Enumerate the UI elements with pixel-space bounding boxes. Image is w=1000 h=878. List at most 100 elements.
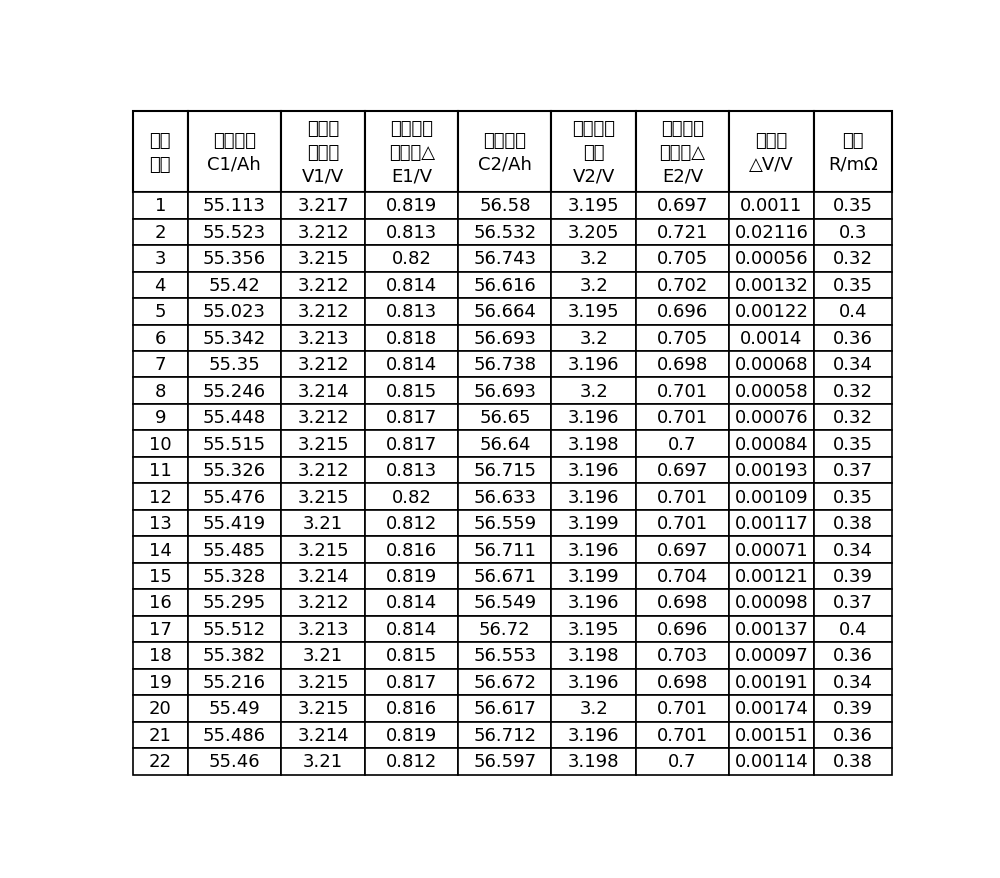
Bar	[365, 112, 458, 193]
Bar	[458, 695, 551, 722]
Text: 0.35: 0.35	[833, 198, 873, 215]
Text: 55.512: 55.512	[203, 620, 266, 638]
Text: 3.21: 3.21	[303, 752, 343, 770]
Text: 0.705: 0.705	[657, 329, 708, 348]
Text: 0.00132: 0.00132	[735, 277, 808, 294]
Text: 0.819: 0.819	[386, 567, 438, 586]
Bar	[551, 299, 636, 325]
Bar	[814, 325, 892, 351]
Text: 0.00068: 0.00068	[735, 356, 808, 374]
Text: 0.00151: 0.00151	[735, 726, 808, 744]
Text: 56.64: 56.64	[479, 435, 531, 453]
Bar	[551, 351, 636, 378]
Text: 55.523: 55.523	[203, 224, 266, 241]
Text: 0.813: 0.813	[386, 224, 438, 241]
Bar	[551, 325, 636, 351]
Bar	[551, 457, 636, 484]
Text: 55.295: 55.295	[203, 594, 266, 612]
Bar	[188, 616, 281, 643]
Bar	[551, 431, 636, 457]
Bar	[281, 669, 365, 695]
Bar	[636, 351, 729, 378]
Bar	[814, 220, 892, 246]
Text: 10: 10	[149, 435, 172, 453]
Text: 3.195: 3.195	[568, 303, 620, 321]
Text: 3.195: 3.195	[568, 620, 620, 638]
Bar	[281, 325, 365, 351]
Bar	[636, 616, 729, 643]
Text: 3.214: 3.214	[297, 382, 349, 400]
Text: 3.215: 3.215	[297, 488, 349, 506]
Bar	[188, 484, 281, 510]
Bar	[188, 299, 281, 325]
Text: 13: 13	[149, 515, 172, 532]
Bar	[188, 325, 281, 351]
Text: 0.00084: 0.00084	[735, 435, 808, 453]
Bar	[636, 695, 729, 722]
Text: 3.2: 3.2	[579, 277, 608, 294]
Bar	[458, 722, 551, 748]
Bar	[458, 112, 551, 193]
Text: 6: 6	[155, 329, 166, 348]
Text: 0.703: 0.703	[657, 647, 708, 665]
Bar	[281, 351, 365, 378]
Bar	[458, 616, 551, 643]
Text: 0.37: 0.37	[833, 594, 873, 612]
Bar	[365, 299, 458, 325]
Bar	[365, 325, 458, 351]
Text: 0.701: 0.701	[657, 515, 708, 532]
Bar	[636, 536, 729, 563]
Bar	[133, 536, 188, 563]
Bar	[636, 220, 729, 246]
Bar	[133, 510, 188, 536]
Bar	[551, 616, 636, 643]
Text: 3.21: 3.21	[303, 647, 343, 665]
Bar	[458, 405, 551, 431]
Text: 3.196: 3.196	[568, 673, 619, 691]
Text: 0.35: 0.35	[833, 277, 873, 294]
Bar	[729, 220, 814, 246]
Text: 56.532: 56.532	[473, 224, 536, 241]
Bar	[814, 695, 892, 722]
Bar	[281, 112, 365, 193]
Text: 电压降
△V/V: 电压降 △V/V	[749, 132, 794, 173]
Text: 3.215: 3.215	[297, 250, 349, 268]
Text: 3.199: 3.199	[568, 567, 620, 586]
Text: 0.817: 0.817	[386, 673, 438, 691]
Bar	[188, 669, 281, 695]
Text: 3.198: 3.198	[568, 752, 619, 770]
Text: 0.814: 0.814	[386, 277, 438, 294]
Text: 2: 2	[154, 224, 166, 241]
Bar	[551, 589, 636, 616]
Text: 3.196: 3.196	[568, 541, 619, 559]
Text: 56.559: 56.559	[473, 515, 536, 532]
Bar	[133, 643, 188, 669]
Text: 0.34: 0.34	[833, 673, 873, 691]
Text: 0.34: 0.34	[833, 356, 873, 374]
Text: 0.696: 0.696	[657, 620, 708, 638]
Text: 0.00076: 0.00076	[735, 409, 808, 427]
Text: 3.214: 3.214	[297, 726, 349, 744]
Bar	[281, 378, 365, 405]
Text: 56.671: 56.671	[473, 567, 536, 586]
Bar	[636, 589, 729, 616]
Text: 0.701: 0.701	[657, 409, 708, 427]
Bar	[188, 722, 281, 748]
Bar	[814, 643, 892, 669]
Text: 56.58: 56.58	[479, 198, 531, 215]
Bar	[729, 246, 814, 272]
Bar	[729, 536, 814, 563]
Text: 0.697: 0.697	[657, 198, 708, 215]
Bar	[281, 405, 365, 431]
Text: 55.216: 55.216	[203, 673, 266, 691]
Text: 第二电压
变化值△
E2/V: 第二电压 变化值△ E2/V	[660, 120, 706, 185]
Bar	[551, 112, 636, 193]
Text: 21: 21	[149, 726, 172, 744]
Bar	[281, 695, 365, 722]
Bar	[551, 484, 636, 510]
Bar	[133, 457, 188, 484]
Text: 0.701: 0.701	[657, 726, 708, 744]
Text: 55.246: 55.246	[203, 382, 266, 400]
Text: 3.215: 3.215	[297, 673, 349, 691]
Bar	[188, 563, 281, 589]
